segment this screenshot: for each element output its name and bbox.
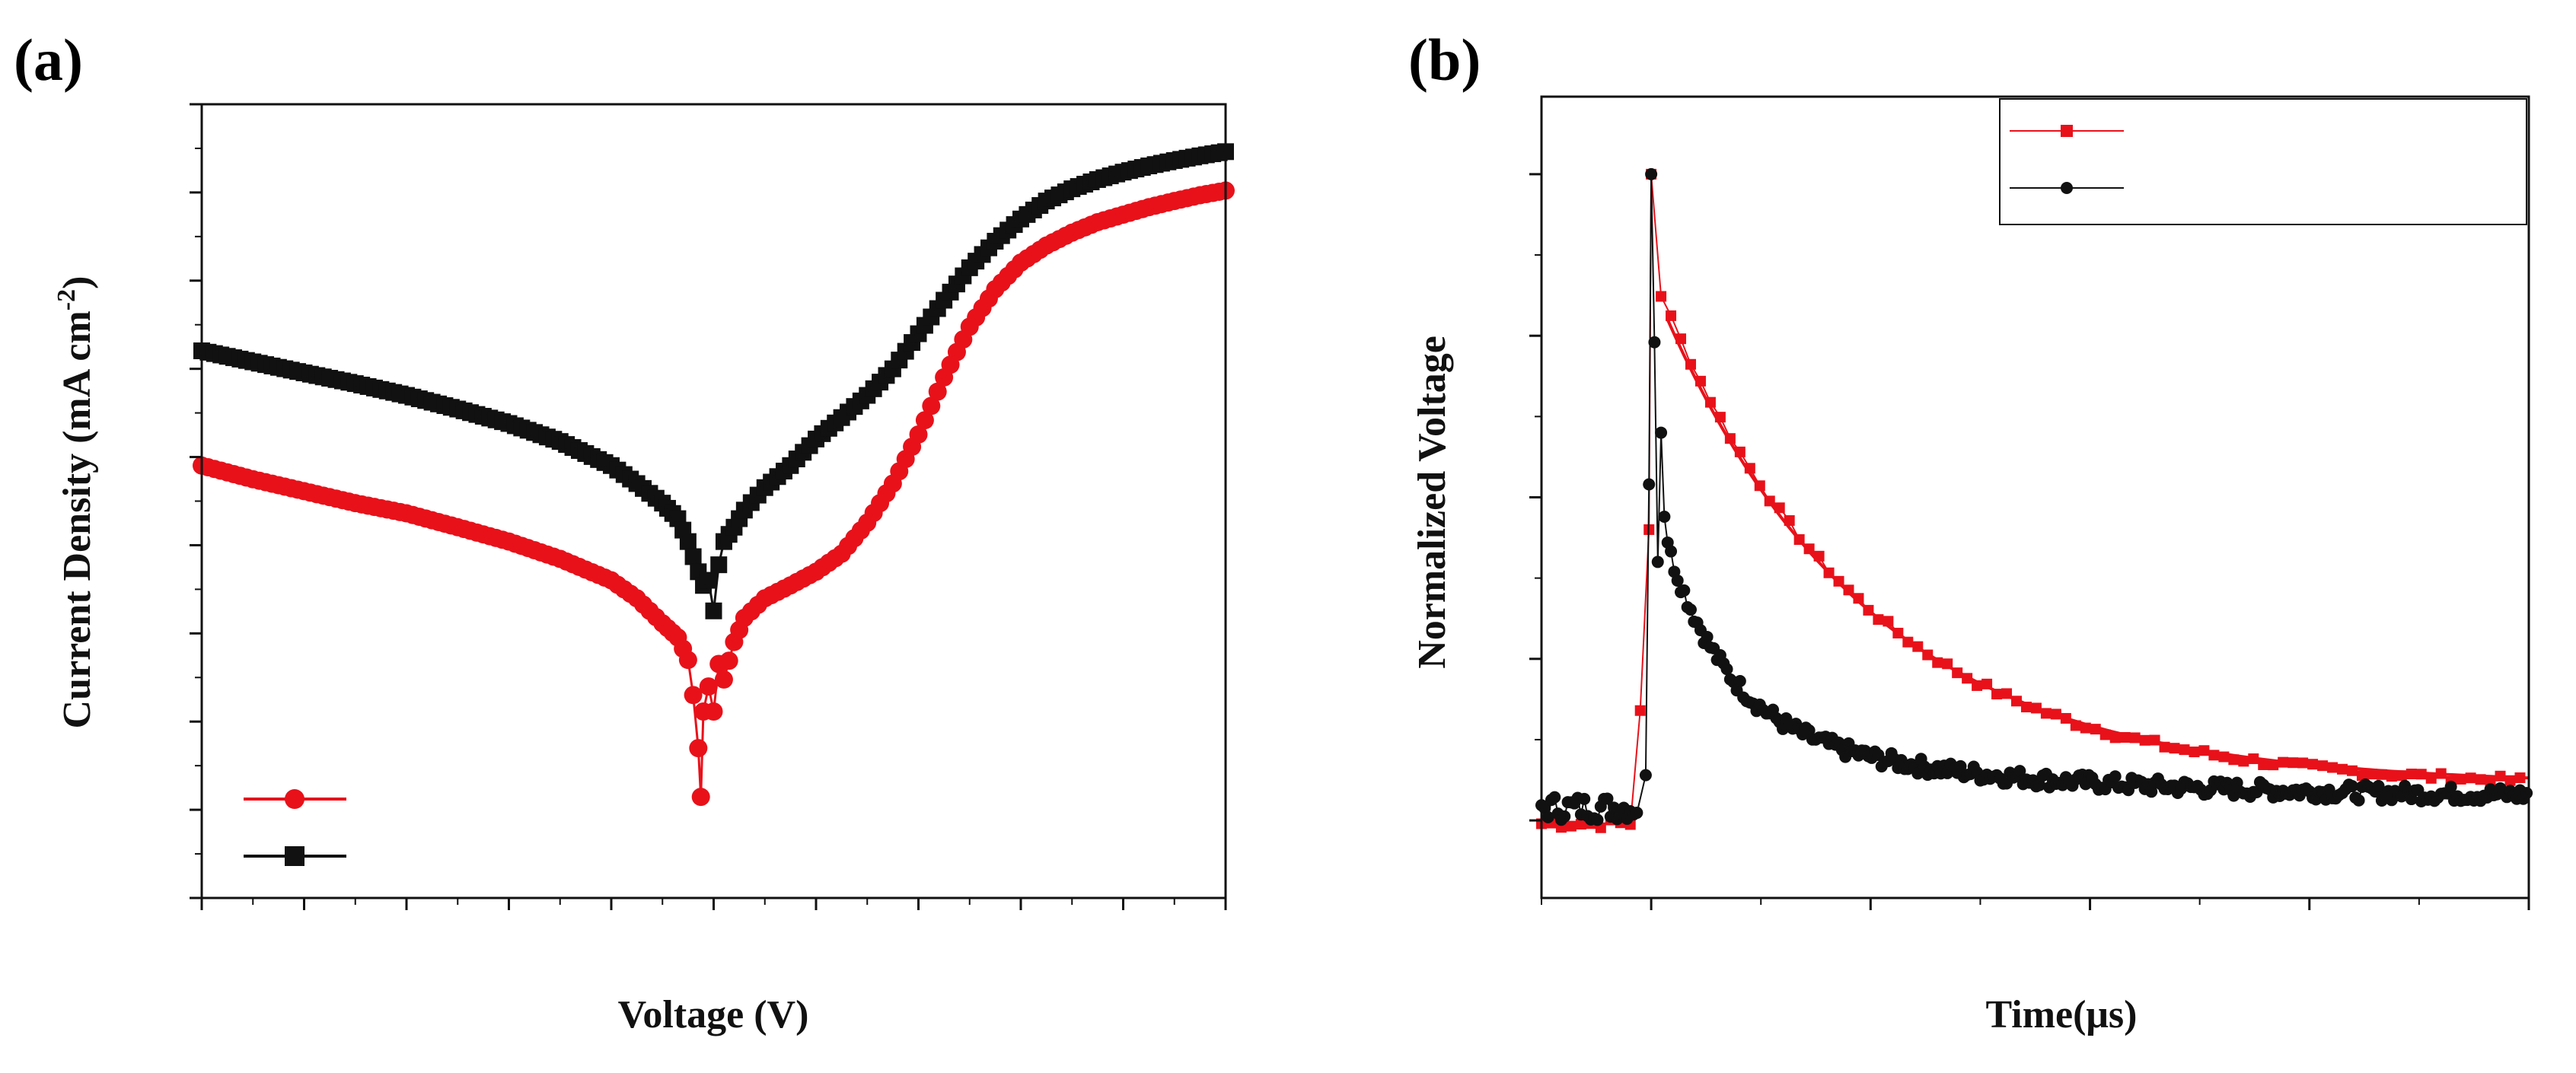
- data-point: [1655, 426, 1668, 439]
- data-point: [1665, 545, 1678, 558]
- data-point: [2356, 770, 2367, 782]
- y-axis-title: Normalized Voltage: [1411, 336, 1454, 669]
- data-point: [1631, 807, 1643, 820]
- fit-curve: [1666, 319, 2530, 780]
- legend-marker: [285, 789, 304, 809]
- data-point: [1656, 291, 1667, 302]
- legend: [1999, 98, 2527, 225]
- data-point: [2444, 780, 2457, 793]
- data-point: [1578, 792, 1591, 805]
- data-point: [909, 425, 928, 444]
- data-point: [719, 651, 738, 670]
- data-point: [700, 572, 717, 589]
- data-point: [1678, 584, 1691, 597]
- data-point: [1666, 310, 1677, 321]
- data-point: [691, 788, 710, 807]
- series-without-spiro: [1535, 167, 2533, 826]
- data-point: [684, 548, 702, 565]
- x-axis-title: Time(μs): [1986, 993, 2138, 1036]
- data-point: [1720, 663, 1733, 676]
- panel-a-chart: (a) Voltage (V) Current Density (mA cm-2…: [14, 27, 1235, 1036]
- data-point: [2352, 794, 2365, 807]
- data-point: [705, 602, 722, 619]
- data-point: [1645, 167, 1658, 180]
- data-point: [915, 411, 934, 430]
- panel-b-chart: (b) Time(μs) Normalized Voltage: [1408, 27, 2533, 1036]
- data-point: [1601, 792, 1614, 805]
- data-point: [2258, 759, 2269, 770]
- data-point: [714, 670, 733, 689]
- x-axis-title: Voltage (V): [618, 993, 809, 1036]
- data-point: [678, 651, 697, 670]
- data-point: [1634, 705, 1646, 716]
- data-point: [1843, 584, 1854, 596]
- legend-marker: [2061, 125, 2073, 137]
- series-line: [1541, 174, 2527, 821]
- legend: [244, 789, 346, 866]
- data-point: [1541, 810, 1554, 823]
- series-line: [1541, 174, 2520, 829]
- data-point: [2109, 770, 2122, 783]
- data-point: [922, 396, 941, 416]
- data-point: [2386, 771, 2397, 782]
- data-point: [704, 702, 723, 721]
- data-point: [2145, 785, 2158, 798]
- legend-marker: [2061, 182, 2073, 194]
- data-point: [2520, 787, 2533, 800]
- y-axis-title: Current Density (mA cm-2): [53, 276, 99, 729]
- data-point: [1701, 630, 1714, 643]
- data-point: [1684, 603, 1697, 616]
- series-with-spiro: [1536, 168, 2530, 833]
- data-point: [1591, 814, 1604, 826]
- data-point: [1671, 574, 1684, 587]
- data-point: [1648, 336, 1661, 349]
- data-point: [710, 556, 728, 574]
- data-point: [1643, 478, 1656, 491]
- data-point: [1954, 759, 1967, 772]
- data-point: [2109, 732, 2121, 743]
- data-point: [684, 686, 703, 705]
- panel-b-label: (b): [1408, 27, 1481, 93]
- data-point: [1733, 674, 1746, 687]
- data-point: [1639, 769, 1652, 782]
- data-point: [699, 677, 718, 696]
- data-point: [2425, 772, 2437, 784]
- panel-a-label: (a): [14, 27, 83, 93]
- data-point: [1575, 819, 1586, 830]
- legend-marker: [285, 846, 304, 866]
- series-with-spiro: [193, 181, 1235, 807]
- data-point: [2372, 779, 2385, 792]
- data-point: [679, 533, 697, 550]
- series-without-spiro: [193, 143, 1234, 619]
- legend-box: [1999, 98, 2527, 225]
- data-point: [1548, 791, 1561, 804]
- data-point: [928, 382, 947, 401]
- data-point: [689, 739, 708, 758]
- data-point: [2013, 765, 2026, 778]
- data-point: [2033, 778, 2046, 791]
- data-point: [1558, 810, 1571, 823]
- data-point: [1565, 820, 1577, 832]
- data-point: [1651, 556, 1664, 568]
- data-point: [1658, 510, 1671, 523]
- data-point: [2345, 780, 2358, 793]
